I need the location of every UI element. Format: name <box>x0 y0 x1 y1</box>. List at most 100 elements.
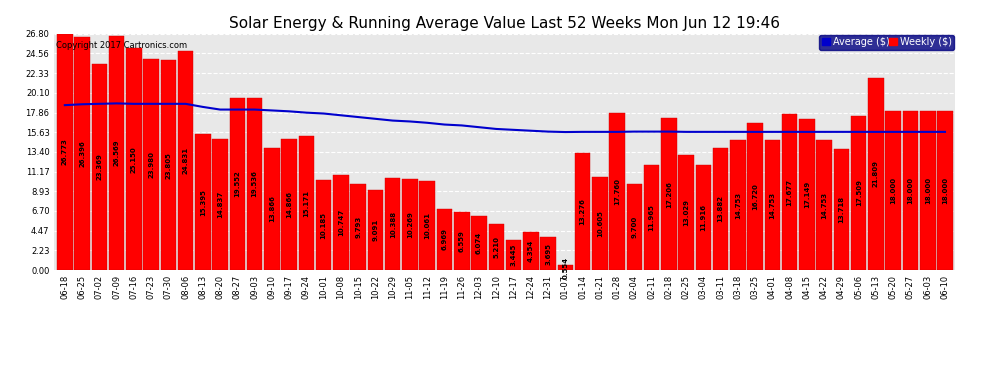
Text: 18.000: 18.000 <box>890 177 896 204</box>
Bar <box>920 111 936 270</box>
Text: 17.677: 17.677 <box>787 178 793 206</box>
Text: 15.395: 15.395 <box>200 189 206 216</box>
Text: 13.276: 13.276 <box>579 198 585 225</box>
Bar <box>903 111 919 270</box>
Bar <box>678 155 694 270</box>
Bar <box>644 165 659 270</box>
Title: Solar Energy & Running Average Value Last 52 Weeks Mon Jun 12 19:46: Solar Energy & Running Average Value Las… <box>230 16 780 31</box>
Text: 18.000: 18.000 <box>908 177 914 204</box>
Text: 10.605: 10.605 <box>597 210 603 237</box>
Text: 17.760: 17.760 <box>614 178 620 205</box>
Bar <box>592 177 608 270</box>
Text: Copyright 2017 Cartronics.com: Copyright 2017 Cartronics.com <box>56 41 187 50</box>
Bar <box>575 153 590 270</box>
Text: 26.396: 26.396 <box>79 140 85 167</box>
Bar <box>385 178 401 270</box>
Text: 0.554: 0.554 <box>562 256 568 279</box>
Bar <box>195 134 211 270</box>
Text: 25.150: 25.150 <box>131 146 137 172</box>
Text: 5.210: 5.210 <box>493 236 499 258</box>
Text: 6.074: 6.074 <box>476 232 482 254</box>
Bar <box>57 34 72 270</box>
Bar <box>609 114 625 270</box>
Text: 3.445: 3.445 <box>511 244 517 266</box>
Bar <box>264 148 280 270</box>
Text: 9.091: 9.091 <box>372 219 378 241</box>
Text: 13.866: 13.866 <box>269 195 275 222</box>
Bar <box>367 190 383 270</box>
Text: 19.552: 19.552 <box>235 171 241 197</box>
Text: 4.354: 4.354 <box>528 240 534 262</box>
Text: 14.753: 14.753 <box>821 191 828 219</box>
Text: 17.206: 17.206 <box>666 181 672 208</box>
Bar <box>420 181 435 270</box>
Bar <box>747 123 763 270</box>
Text: 17.509: 17.509 <box>855 179 861 206</box>
Bar <box>488 224 504 270</box>
Text: 10.269: 10.269 <box>407 211 413 238</box>
Bar <box>506 240 522 270</box>
Bar <box>109 36 125 270</box>
Bar <box>144 58 158 270</box>
Bar <box>627 184 643 270</box>
Bar <box>299 136 314 270</box>
Text: 23.369: 23.369 <box>96 153 102 180</box>
Bar <box>817 140 832 270</box>
Text: 24.831: 24.831 <box>182 147 189 174</box>
Text: 10.185: 10.185 <box>321 211 327 238</box>
Bar <box>350 184 366 270</box>
Bar <box>541 237 555 270</box>
Text: 9.700: 9.700 <box>632 216 638 238</box>
Text: 10.061: 10.061 <box>425 212 431 239</box>
Text: 23.980: 23.980 <box>148 151 154 178</box>
Bar <box>557 265 573 270</box>
Bar <box>713 148 729 270</box>
Bar <box>834 149 849 270</box>
Text: 10.747: 10.747 <box>338 209 344 236</box>
Bar <box>730 140 745 270</box>
Bar <box>799 119 815 270</box>
Text: 6.559: 6.559 <box>458 230 464 252</box>
Bar <box>74 37 90 270</box>
Bar <box>661 118 676 270</box>
Text: 18.000: 18.000 <box>942 177 948 204</box>
Bar <box>782 114 797 270</box>
Text: 9.793: 9.793 <box>355 216 361 238</box>
Bar <box>696 165 711 270</box>
Text: 26.773: 26.773 <box>61 138 67 165</box>
Legend: Average ($), Weekly ($): Average ($), Weekly ($) <box>820 35 954 50</box>
Bar <box>471 216 487 270</box>
Bar <box>938 111 952 270</box>
Bar <box>454 212 469 270</box>
Bar <box>247 98 262 270</box>
Bar <box>281 139 297 270</box>
Text: 14.753: 14.753 <box>735 191 741 219</box>
Bar <box>91 64 107 270</box>
Text: 14.866: 14.866 <box>286 191 292 218</box>
Text: 21.809: 21.809 <box>873 160 879 188</box>
Bar <box>402 180 418 270</box>
Text: 23.805: 23.805 <box>165 152 171 178</box>
Bar <box>230 98 246 270</box>
Bar <box>764 140 780 270</box>
Text: 6.969: 6.969 <box>442 228 447 250</box>
Bar <box>316 180 332 270</box>
Bar <box>523 232 539 270</box>
Text: 13.029: 13.029 <box>683 199 689 226</box>
Text: 16.720: 16.720 <box>752 183 758 210</box>
Text: 13.718: 13.718 <box>839 196 844 223</box>
Bar <box>851 116 866 270</box>
Text: 15.171: 15.171 <box>303 190 310 217</box>
Text: 19.536: 19.536 <box>251 171 257 197</box>
Bar <box>437 209 452 270</box>
Text: 14.753: 14.753 <box>769 191 775 219</box>
Text: 3.695: 3.695 <box>545 243 551 265</box>
Text: 11.965: 11.965 <box>648 204 654 231</box>
Text: 17.149: 17.149 <box>804 181 810 208</box>
Bar <box>885 111 901 270</box>
Bar <box>126 48 142 270</box>
Text: 18.000: 18.000 <box>925 177 931 204</box>
Text: 11.916: 11.916 <box>700 204 707 231</box>
Text: 13.882: 13.882 <box>718 195 724 222</box>
Bar <box>160 60 176 270</box>
